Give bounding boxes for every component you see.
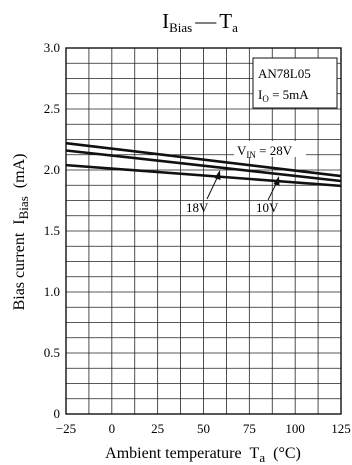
device-name: AN78L05 [258, 66, 311, 81]
y-ticks: 0 0.5 1.0 1.5 2.0 2.5 3.0 [44, 40, 60, 421]
y-tick-label: 0 [54, 406, 61, 421]
chart-title-main: I [162, 9, 169, 33]
x-axis-label-var-sub: a [259, 450, 265, 465]
x-tick-label: 25 [151, 421, 164, 436]
y-axis-label-var: I [11, 219, 28, 224]
chart-title-main-sub: Bias [169, 20, 192, 35]
arrowhead-10v [273, 176, 280, 186]
arrowhead-18v [214, 170, 221, 180]
series-label-28v-rest: = 28V [256, 143, 293, 158]
chart-title-dash: — [194, 9, 217, 33]
y-tick-label: 1.5 [44, 223, 60, 238]
x-tick-label: 0 [109, 421, 116, 436]
x-axis-label-text: Ambient temperature [105, 445, 241, 462]
y-tick-label: 2.0 [44, 162, 60, 177]
x-tick-label: 100 [285, 421, 305, 436]
series-line-1 [65, 141, 342, 178]
plot-frame [65, 47, 342, 415]
plot-border [65, 47, 342, 415]
device-info-box [252, 57, 338, 109]
y-axis-label-var-sub: Bias [16, 196, 31, 219]
y-tick-label: 3.0 [44, 40, 60, 55]
series-line-2 [65, 149, 342, 183]
chart-title-var: T [219, 9, 232, 33]
chart-title: IBias — Ta [162, 9, 238, 35]
series-label-28v-main: V [237, 143, 247, 158]
series-line-3 [65, 163, 342, 188]
arrow-18v [206, 175, 219, 200]
x-axis-label-var: T [250, 445, 260, 462]
arrow-10v [267, 181, 278, 201]
series-label-10v: 10V [256, 200, 279, 215]
vin-label-background [234, 141, 306, 157]
x-axis-label: Ambient temperature Ta (°C) [105, 445, 301, 465]
series-label-28v: VIN = 28V [237, 143, 293, 160]
output-current-main: I [258, 87, 262, 102]
x-tick-label: −25 [56, 421, 76, 436]
y-tick-label: 2.5 [44, 101, 60, 116]
output-current-sub: O [262, 94, 269, 104]
x-tick-label: 75 [243, 421, 256, 436]
x-tick-label: 125 [331, 421, 351, 436]
output-current-rest: = 5mA [269, 87, 309, 102]
y-axis-label: Bias current IBias (mA) [11, 154, 31, 311]
series-label-28v-sub: IN [246, 150, 256, 160]
y-tick-label: 1.0 [44, 284, 60, 299]
x-axis-label-unit: (°C) [273, 445, 301, 462]
series-label-18v: 18V [186, 200, 209, 215]
series-lines [65, 141, 342, 188]
x-ticks: −25 0 25 50 75 100 125 [56, 421, 351, 436]
y-tick-label: 0.5 [44, 345, 60, 360]
y-axis-label-unit: (mA) [11, 154, 28, 189]
y-axis-label-text: Bias current [11, 232, 28, 310]
chart-title-var-sub: a [232, 20, 238, 35]
x-tick-label: 50 [197, 421, 210, 436]
output-current-label: IO = 5mA [258, 87, 309, 104]
